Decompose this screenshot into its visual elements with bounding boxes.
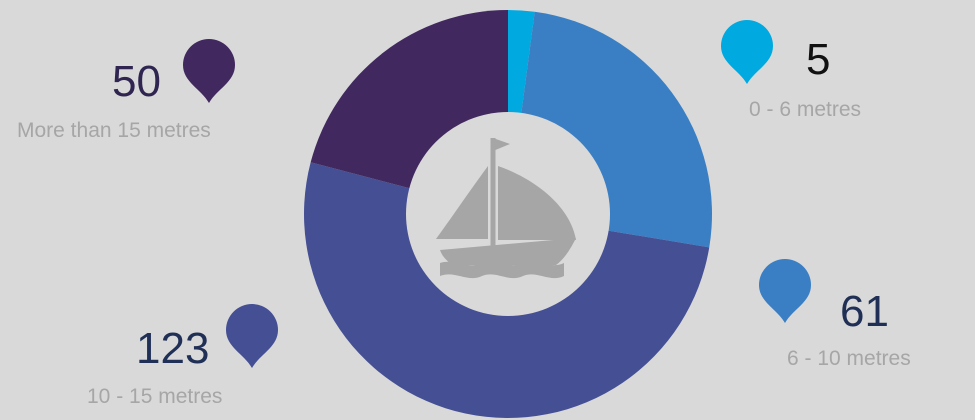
- count-over-15: 50: [112, 57, 161, 106]
- count-0-6: 5: [806, 35, 831, 84]
- pin-10-15-icon: [224, 302, 280, 372]
- count-6-10: 61: [840, 287, 889, 336]
- range-0-6: 0 - 6 metres: [749, 98, 862, 121]
- pin-over-15-icon: [181, 37, 237, 107]
- pin-6-10-icon: [757, 257, 813, 327]
- range-6-10: 6 - 10 metres: [787, 347, 911, 370]
- range-10-15: 10 - 15 metres: [87, 385, 223, 408]
- sailboat-icon: [436, 138, 576, 279]
- count-10-15: 123: [136, 324, 210, 373]
- range-over-15: More than 15 metres: [17, 119, 211, 142]
- pin-0-6-icon: [719, 18, 775, 88]
